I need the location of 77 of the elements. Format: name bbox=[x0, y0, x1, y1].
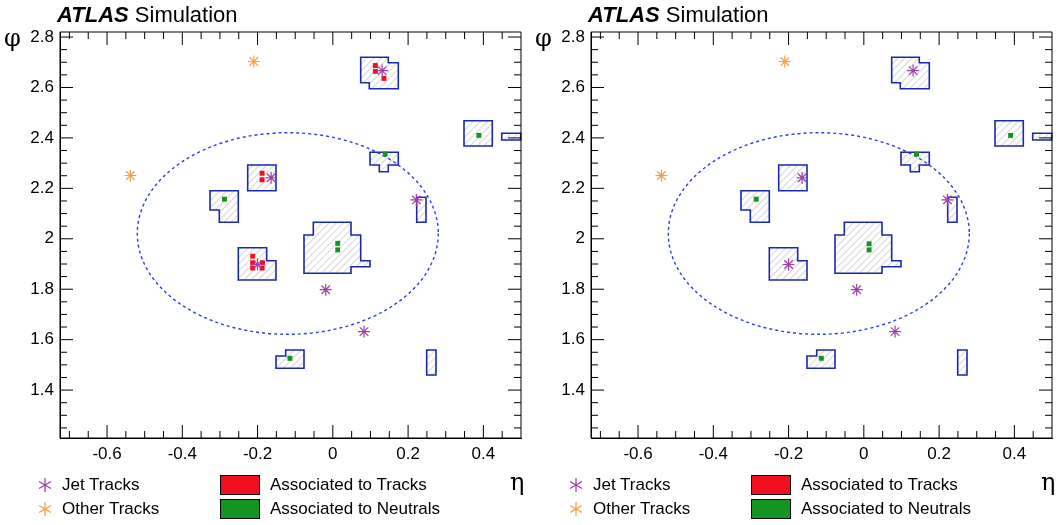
x-tick-label: 0 bbox=[859, 443, 869, 463]
point bbox=[259, 177, 265, 183]
point bbox=[250, 257, 265, 272]
point bbox=[357, 324, 371, 339]
x-tick-label: -0.6 bbox=[623, 443, 653, 463]
y-tick-label: 1.8 bbox=[561, 278, 585, 298]
y-tick-label: 1.8 bbox=[30, 278, 54, 298]
y-tick-label: 2.6 bbox=[30, 77, 54, 97]
x-tick-label: 0.4 bbox=[471, 443, 496, 463]
point bbox=[778, 54, 792, 69]
point bbox=[250, 253, 256, 259]
y-tick-label: 2.8 bbox=[30, 26, 54, 46]
point bbox=[259, 170, 265, 176]
legend-label: Jet Tracks bbox=[62, 475, 140, 495]
point bbox=[375, 63, 389, 78]
x-tick-label: 0.2 bbox=[927, 443, 951, 463]
y-tick-label: 2.8 bbox=[561, 26, 585, 46]
x-tick-label: 0.2 bbox=[396, 443, 420, 463]
x-tick-label: -0.2 bbox=[242, 443, 273, 463]
point bbox=[906, 63, 920, 78]
x-tick-label: 0.4 bbox=[1002, 443, 1027, 463]
point bbox=[372, 63, 378, 69]
x-tick-label: -0.6 bbox=[92, 443, 122, 463]
x-tick-label: -0.2 bbox=[773, 443, 804, 463]
y-tick-label: 2 bbox=[44, 228, 54, 248]
point bbox=[888, 324, 902, 339]
point bbox=[259, 265, 265, 271]
y-tick-label: 1.4 bbox=[30, 379, 54, 399]
point bbox=[940, 193, 954, 207]
point bbox=[914, 151, 919, 157]
x-tick-label: -0.4 bbox=[698, 443, 728, 463]
point bbox=[123, 168, 137, 183]
y-tick-label: 2.2 bbox=[30, 178, 54, 198]
point bbox=[372, 68, 378, 74]
legend-label: Associated to Neutrals bbox=[270, 499, 441, 519]
y-tick-label: 2 bbox=[575, 228, 585, 248]
y-tick-label: 2.4 bbox=[561, 127, 585, 147]
point bbox=[1008, 132, 1014, 138]
point bbox=[866, 241, 872, 247]
legend-label: Associated to Tracks bbox=[270, 475, 427, 495]
point bbox=[287, 355, 293, 361]
point bbox=[781, 257, 796, 272]
legend-label: Other Tracks bbox=[593, 499, 691, 519]
point bbox=[382, 151, 388, 157]
point bbox=[319, 283, 333, 297]
y-tick-label: 2.6 bbox=[561, 77, 585, 97]
y-tick-label: 1.6 bbox=[561, 329, 585, 349]
point bbox=[476, 132, 482, 138]
legend-label: Other Tracks bbox=[62, 499, 160, 519]
point bbox=[795, 171, 809, 185]
x-tick-label: 0 bbox=[328, 443, 338, 463]
y-tick-label: 2.2 bbox=[561, 178, 585, 198]
point bbox=[818, 355, 824, 361]
point bbox=[335, 247, 341, 253]
y-tick-label: 1.4 bbox=[561, 379, 585, 399]
legend-label: Associated to Neutrals bbox=[801, 499, 972, 519]
x-tick-label: -0.4 bbox=[167, 443, 197, 463]
y-tick-label: 1.6 bbox=[30, 329, 54, 349]
point bbox=[409, 193, 423, 207]
legend-label: Associated to Tracks bbox=[801, 475, 958, 495]
x-axis-title: η bbox=[1041, 468, 1056, 496]
y-tick-label: 2.4 bbox=[30, 127, 54, 147]
y-axis-title: φ bbox=[4, 24, 21, 52]
point bbox=[247, 54, 261, 69]
point bbox=[264, 171, 278, 185]
point bbox=[866, 247, 872, 253]
chart-title: ATLAS Simulation bbox=[57, 2, 238, 28]
point bbox=[654, 168, 668, 183]
chart-title: ATLAS Simulation bbox=[588, 2, 769, 28]
point bbox=[221, 196, 227, 202]
y-axis-title: φ bbox=[535, 24, 552, 52]
point bbox=[335, 240, 341, 246]
legend-label: Jet Tracks bbox=[593, 475, 671, 495]
point bbox=[753, 196, 759, 202]
point bbox=[250, 265, 256, 271]
x-axis-title: η bbox=[510, 468, 525, 496]
point bbox=[850, 283, 864, 297]
